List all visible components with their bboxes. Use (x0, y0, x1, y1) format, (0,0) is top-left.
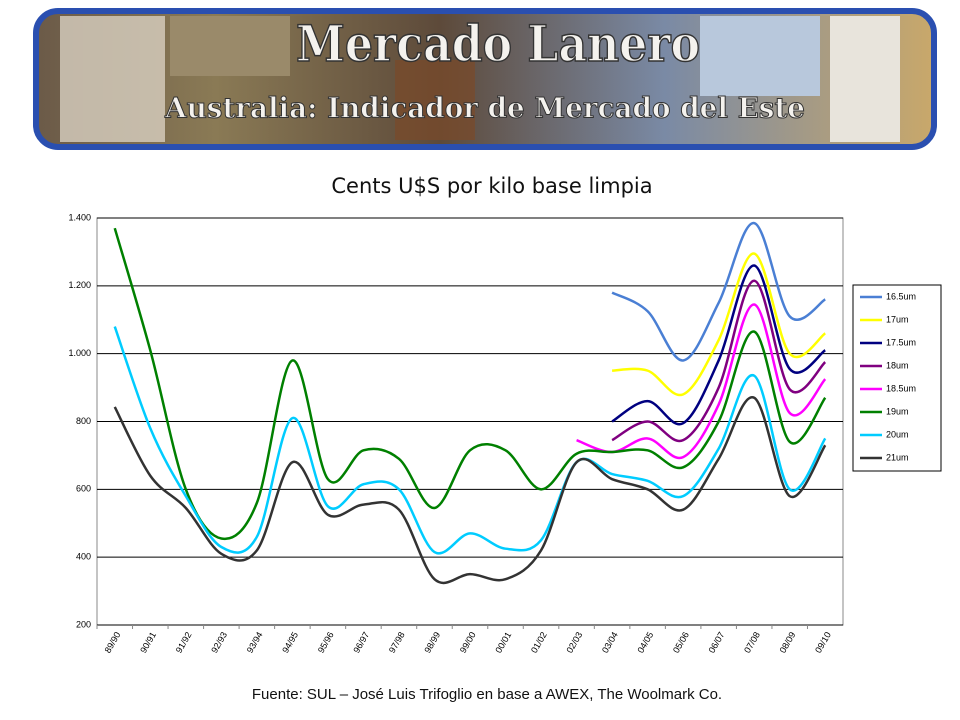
photo-model (830, 16, 900, 142)
legend-box (852, 284, 942, 472)
photo-field (170, 16, 290, 76)
legend-label: 17.5um (886, 337, 916, 347)
legend-label: 21um (886, 452, 909, 462)
x-tick-label: 03/04 (600, 630, 620, 655)
x-tick-label: 09/10 (813, 630, 833, 655)
legend-label: 18.5um (886, 383, 916, 393)
series-line (611, 264, 827, 426)
x-tick-label: 97/98 (387, 630, 407, 655)
series-line (576, 303, 827, 460)
x-tick-label: 00/01 (493, 630, 513, 655)
x-tick-label: 91/92 (174, 630, 194, 655)
x-tick-label: 90/91 (138, 630, 158, 655)
legend-label: 16.5um (886, 291, 916, 301)
x-tick-label: 08/09 (778, 630, 798, 655)
x-tick-label: 04/05 (635, 630, 655, 655)
footer: Fuente: SUL – José Luis Trifoglio en bas… (252, 686, 722, 703)
y-tick-label: 400 (76, 552, 91, 562)
y-tick-label: 200 (76, 619, 91, 629)
x-tick-label: 94/95 (280, 630, 300, 655)
x-tick-label: 01/02 (529, 630, 549, 655)
series-line (611, 279, 827, 443)
series-line (113, 396, 827, 585)
series-line (113, 227, 827, 541)
x-tick-label: 98/99 (422, 630, 442, 655)
photo-book (395, 60, 475, 140)
banner: Mercado Lanero Australia: Indicador de M… (33, 8, 937, 150)
legend-label: 17um (886, 314, 909, 324)
y-tick-label: 600 (76, 484, 91, 494)
series-line (611, 221, 826, 362)
photo-sheep (60, 16, 165, 142)
x-tick-label: 07/08 (742, 630, 762, 655)
x-tick-label: 89/90 (103, 630, 123, 655)
banner-subtitle: Australia: Indicador de Mercado del Este (164, 92, 805, 125)
photo-mountain (700, 16, 820, 96)
legend-label: 20um (886, 429, 909, 439)
x-tick-label: 93/94 (245, 630, 265, 655)
x-tick-label: 99/00 (458, 630, 478, 655)
y-tick-label: 800 (76, 416, 91, 426)
y-tick-label: 1.000 (68, 348, 91, 358)
x-tick-label: 96/97 (351, 630, 371, 655)
x-tick-label: 02/03 (564, 630, 584, 655)
x-tick-label: 95/96 (316, 630, 336, 655)
legend-label: 18um (886, 360, 909, 370)
x-tick-label: 92/93 (209, 630, 229, 655)
x-tick-label: 06/07 (707, 630, 727, 655)
y-tick-label: 1.400 (68, 212, 91, 222)
series-line (113, 326, 827, 555)
x-tick-label: 05/06 (671, 630, 691, 655)
legend-label: 19um (886, 406, 909, 416)
banner-title: Mercado Lanero (296, 14, 700, 73)
chart-title: Cents U$S por kilo base limpia (331, 174, 652, 198)
series-line (612, 252, 827, 397)
y-tick-label: 1.200 (68, 280, 91, 290)
